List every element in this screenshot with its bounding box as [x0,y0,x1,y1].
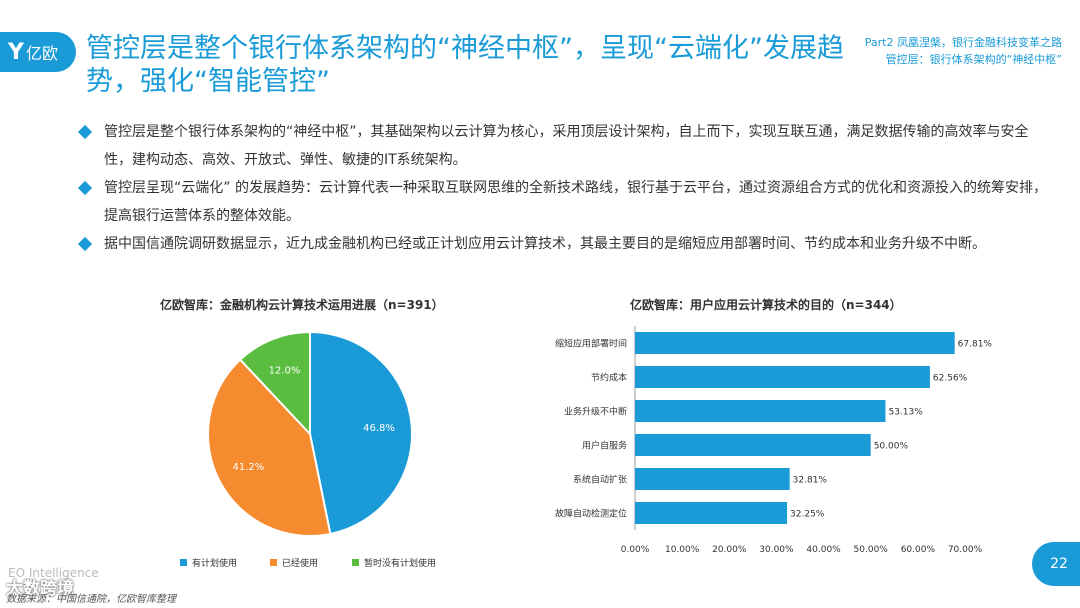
bar-value-label: 50.00% [874,442,909,452]
legend-label: 已经使用 [282,559,319,569]
x-tick-label: 0.00% [621,545,650,555]
bar [635,366,930,388]
category-label: 业务升级不中断 [564,406,627,418]
bar-value-label: 62.56% [933,374,968,384]
bar [635,434,871,456]
category-label: 用户自服务 [582,440,627,452]
bar-value-label: 67.81% [958,340,993,350]
watermark: 大数跨境 [6,579,74,599]
pie-slice [309,330,413,536]
section-breadcrumb: Part2 凤凰涅槃，银行金融科技变革之路 管控层：银行体系架构的“神经中枢” [865,34,1062,68]
pie-slice [207,358,332,537]
x-tick-label: 50.00% [854,545,889,555]
pie-slice-label: 46.8% [363,423,395,434]
bullet-item: 管控层是整个银行体系架构的“神经中枢”，其基础架构以云计算为核心，采用顶层设计架… [77,118,1048,174]
legend-item: 暂时没有计划使用 [352,556,436,569]
legend-item: 已经使用 [270,556,318,569]
x-tick-label: 30.00% [759,545,794,555]
bar-value-label: 32.25% [790,510,825,520]
bar-chart-title: 亿欧智库：用户应用云计算技术的目的（n=344） [630,298,902,312]
legend-label: 暂时没有计划使用 [364,559,437,569]
legend-swatch [352,559,359,566]
diamond-bullet-icon [77,124,93,140]
bar [635,400,886,422]
eo-logo: Y 亿欧 [0,32,76,72]
page-title: 管控层是整个银行体系架构的“神经中枢”，呈现“云端化”发展趋势，强化“智能管控” [86,33,844,97]
bullet-text: 据中国信通院调研数据显示，近九成金融机构已经或正计划应用云计算技术，其最主要目的… [104,236,986,252]
bar-value-label: 32.81% [793,476,828,486]
logo-y-icon: Y [8,39,24,65]
bar-chart: 缩短应用部署时间 67.81% 节约成本 62.56% 业务升级不中断 53.13% 用户自… [555,326,993,555]
logo-text: 亿欧 [25,44,58,63]
bullet-item: 据中国信通院调研数据显示，近九成金融机构已经或正计划应用云计算技术，其最主要目的… [77,230,1048,258]
category-label: 故障自动检测定位 [555,508,627,520]
pie-slice-label: 41.2% [233,462,265,473]
bar [635,332,955,354]
legend-swatch [270,559,277,566]
breadcrumb-section: 管控层：银行体系架构的“神经中枢” [885,53,1062,66]
x-tick-label: 70.00% [948,545,983,555]
x-tick-label: 40.00% [806,545,841,555]
category-label: 缩短应用部署时间 [555,338,627,350]
pie-chart: 46.8% 41.2% 12.0% [207,330,413,537]
legend-item: 有计划使用 [180,556,237,569]
pie-slice [238,330,311,437]
page-number: 22 [1050,556,1068,572]
bullet-text: 管控层呈现“云端化” 的发展趋势：云计算代表一种采取互联网思维的全新技术路线，银… [104,180,1047,224]
diamond-bullet-icon [77,180,93,196]
bar [635,502,788,524]
brand-english: EO Intelligence [8,566,99,580]
category-label: 系统自动扩张 [573,474,627,486]
page-number-badge: 22 [1032,542,1080,586]
x-tick-label: 20.00% [712,545,747,555]
bullet-list: 管控层是整个银行体系架构的“神经中枢”，其基础架构以云计算为核心，采用顶层设计架… [77,118,1048,258]
bullet-item: 管控层呈现“云端化” 的发展趋势：云计算代表一种采取互联网思维的全新技术路线，银… [77,174,1048,230]
category-label: 节约成本 [591,372,627,384]
pie-chart-title: 亿欧智库：金融机构云计算技术运用进展（n=391） [160,298,444,312]
x-tick-label: 60.00% [901,545,936,555]
legend-swatch [180,559,187,566]
diamond-bullet-icon [77,236,93,252]
pie-slice-label: 12.0% [269,366,301,377]
data-source: 数据来源：中国信通院，亿欧智库整理 [6,594,176,605]
breadcrumb-part: Part2 凤凰涅槃，银行金融科技变革之路 [864,36,1062,49]
bar [635,468,790,490]
bullet-text: 管控层是整个银行体系架构的“神经中枢”，其基础架构以云计算为核心，采用顶层设计架… [104,124,1029,168]
bar-value-label: 53.13% [888,408,923,418]
legend-label: 有计划使用 [192,559,238,569]
x-tick-label: 10.00% [665,545,700,555]
